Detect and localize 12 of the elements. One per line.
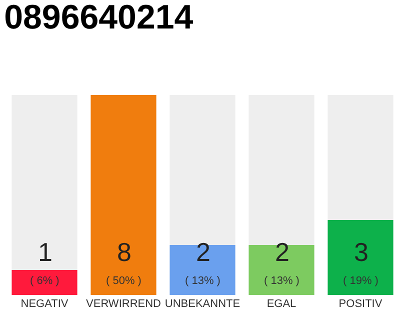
x-tick-label: POSITIV bbox=[338, 298, 383, 310]
data-label: 1 ( 6% ) bbox=[30, 237, 60, 287]
data-label: 8 ( 50% ) bbox=[106, 237, 142, 287]
x-tick-label: VERWIRREND bbox=[86, 298, 162, 310]
data-label: 2 ( 13% ) bbox=[185, 237, 220, 287]
x-tick-label: UNBEKANNTE bbox=[164, 298, 240, 310]
data-label: 3 ( 19% ) bbox=[343, 237, 378, 287]
bar bbox=[12, 270, 78, 295]
data-label: 2 ( 13% ) bbox=[264, 237, 300, 287]
x-tick-label: NEGATIV bbox=[20, 298, 69, 310]
chart-title: 0896640214 bbox=[4, 0, 194, 37]
x-tick-label: EGAL bbox=[266, 298, 296, 310]
